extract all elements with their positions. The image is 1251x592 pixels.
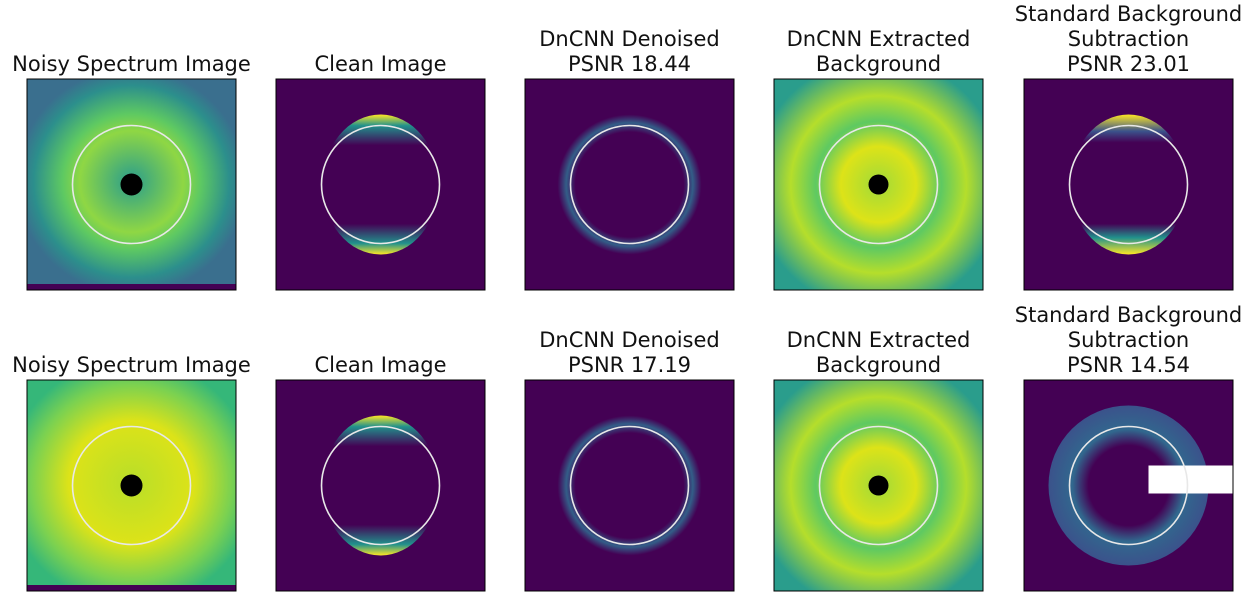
image — [1024, 79, 1233, 290]
beam-stop — [869, 476, 889, 496]
beam-stop — [869, 175, 889, 195]
panel-title: DnCNN Extracted — [787, 27, 971, 51]
gap — [1149, 466, 1239, 494]
ring — [558, 416, 702, 556]
panel-title: PSNR 23.01 — [1067, 52, 1190, 76]
image — [276, 79, 485, 290]
panel-title: PSNR 17.19 — [568, 353, 691, 377]
panel-title: DnCNN Denoised — [539, 27, 720, 51]
panel-title: Subtraction — [1068, 27, 1189, 51]
panel: Noisy Spectrum Image — [12, 52, 251, 290]
panel-title: Background — [816, 353, 941, 377]
image — [525, 79, 734, 290]
image — [525, 380, 734, 591]
panel-title: Clean Image — [314, 52, 446, 76]
panel-title: Clean Image — [314, 353, 446, 377]
image — [27, 380, 236, 591]
beam-stop — [121, 174, 143, 196]
panel: Noisy Spectrum Image — [12, 353, 251, 591]
panel: Clean Image — [276, 52, 485, 290]
panel-title: DnCNN Extracted — [787, 328, 971, 352]
image — [27, 79, 236, 290]
ring — [323, 115, 439, 255]
image — [276, 380, 485, 591]
panel-title: Standard Background — [1015, 303, 1243, 327]
image — [774, 380, 983, 591]
ring — [558, 115, 702, 255]
panel-title: Subtraction — [1068, 328, 1189, 352]
panel-title: PSNR 14.54 — [1067, 353, 1190, 377]
image — [1024, 380, 1239, 591]
panel-title: DnCNN Denoised — [539, 328, 720, 352]
image — [774, 79, 983, 290]
beam-stop — [121, 475, 143, 497]
panel-title: Noisy Spectrum Image — [12, 353, 251, 377]
figure: Noisy Spectrum Image Clean Image DnCNN Den… — [0, 0, 1251, 592]
ring — [323, 416, 439, 556]
ring — [1071, 115, 1187, 255]
panel: Clean Image — [276, 353, 485, 591]
panel-title: Noisy Spectrum Image — [12, 52, 251, 76]
panel-title: Standard Background — [1015, 2, 1243, 26]
panel-title: Background — [816, 52, 941, 76]
panel-title: PSNR 18.44 — [568, 52, 691, 76]
